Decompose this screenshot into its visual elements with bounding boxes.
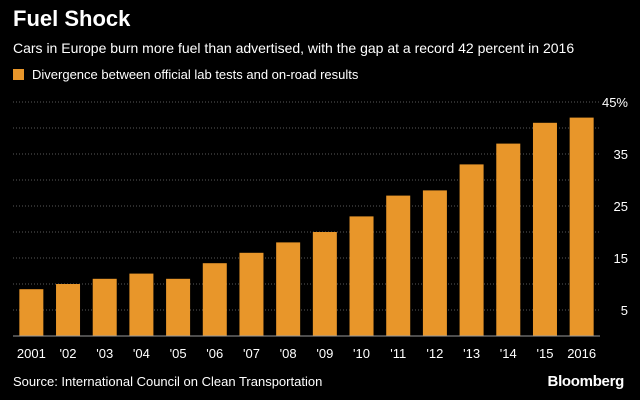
x-tick-label: '13 [463,346,480,361]
bar-12 [422,190,447,336]
y-tick-label: 15 [614,251,628,266]
bar-09 [312,232,337,336]
y-tick-label: 35 [614,147,628,162]
x-tick-label: '05 [170,346,187,361]
bar-03 [92,278,117,336]
bar-2001 [19,289,44,336]
legend-label: Divergence between official lab tests an… [32,67,359,82]
bar-14 [496,143,521,336]
x-tick-label: 2001 [17,346,46,361]
x-tick-label: '11 [390,346,406,361]
x-tick-label: 2016 [567,346,596,361]
bar-06 [202,263,227,336]
y-tick-label: 5 [621,303,628,318]
bar-10 [349,216,374,336]
x-tick-label: '15 [536,346,553,361]
bar-08 [276,242,301,336]
legend-swatch [13,69,24,80]
bar-02 [56,284,81,336]
bloomberg-logo: Bloomberg [547,373,625,390]
x-tick-label: '02 [60,346,77,361]
bar-04 [129,273,154,336]
bar-07 [239,252,264,336]
x-tick-label: '10 [353,346,370,361]
x-tick-label: '12 [426,346,443,361]
bar-11 [386,195,411,336]
x-tick-label: '06 [206,346,223,361]
chart-title: Fuel Shock [13,6,131,31]
bar-15 [532,122,557,336]
x-tick-label: '08 [280,346,297,361]
bar-05 [166,278,191,336]
source-note: Source: International Council on Clean T… [13,374,323,389]
x-tick-label: '03 [96,346,113,361]
y-tick-label: 45% [602,95,628,110]
legend: Divergence between official lab tests an… [13,67,358,82]
x-tick-label: '09 [316,346,333,361]
bar-2016 [569,117,594,336]
bar-13 [459,164,484,336]
chart-subtitle: Cars in Europe burn more fuel than adver… [13,40,575,56]
x-tick-label: '04 [133,346,150,361]
x-tick-label: '07 [243,346,260,361]
x-tick-label: '14 [500,346,517,361]
y-tick-label: 25 [614,199,628,214]
